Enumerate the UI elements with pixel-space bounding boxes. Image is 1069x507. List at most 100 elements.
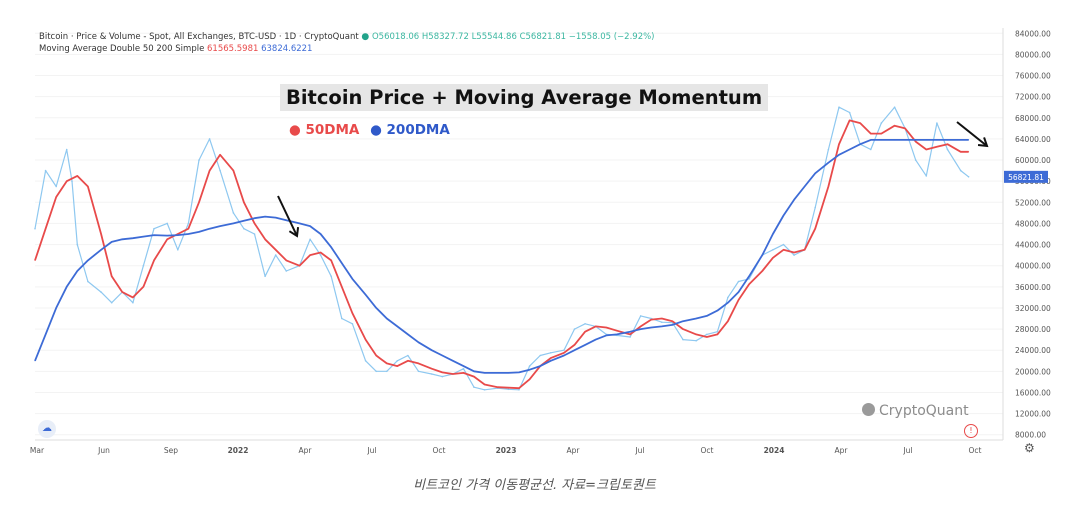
data-point-50dma	[142, 286, 144, 288]
gear-icon[interactable]: ⚙	[1024, 441, 1035, 455]
y-tick-label: 32000.00	[1015, 304, 1051, 313]
current-price-tag	[1004, 170, 1048, 183]
data-point-50dma	[209, 170, 211, 172]
data-point-200dma	[925, 139, 927, 141]
data-point-200dma	[880, 139, 882, 141]
data-point-50dma	[365, 339, 367, 341]
data-point-price	[44, 169, 47, 172]
x-tick-label: Jun	[97, 446, 110, 455]
current-price-label: 56821.81	[1008, 173, 1044, 182]
data-point-200dma	[45, 333, 47, 335]
x-tick-label: Oct	[701, 446, 714, 455]
x-tick-label: Jul	[366, 446, 376, 455]
data-point-50dma	[915, 141, 917, 143]
data-point-price	[309, 238, 311, 241]
data-point-200dma	[738, 291, 739, 293]
data-point-price	[351, 323, 354, 325]
cloud-icon[interactable]: ☁	[38, 420, 56, 438]
data-point-50dma	[925, 149, 927, 150]
data-point-200dma	[111, 241, 113, 243]
data-point-price	[417, 370, 420, 373]
data-point-50dma	[375, 355, 377, 356]
data-point-price	[177, 249, 179, 251]
data-point-50dma	[418, 362, 419, 364]
data-point-200dma	[407, 333, 409, 335]
alert-icon[interactable]: !	[964, 424, 978, 438]
data-point-50dma	[497, 386, 499, 388]
data-point-200dma	[386, 318, 388, 319]
data-point-50dma	[629, 333, 631, 335]
annotation-arrowhead	[288, 226, 300, 238]
data-point-50dma	[695, 333, 697, 335]
data-point-200dma	[264, 216, 266, 218]
data-point-price	[375, 370, 378, 373]
y-tick-label: 48000.00	[1015, 219, 1051, 228]
data-point-200dma	[497, 372, 499, 374]
data-point-50dma	[330, 259, 332, 261]
data-point-200dma	[55, 307, 57, 309]
data-point-price	[110, 301, 113, 304]
caption: 비트코인 가격 이동평균선. 자료=크립토퀀트	[413, 478, 656, 493]
data-point-price	[793, 254, 795, 256]
data-point-price	[563, 349, 565, 352]
data-point-50dma	[574, 344, 575, 346]
data-point-200dma	[761, 254, 763, 256]
data-point-price	[396, 360, 399, 362]
data-point-50dma	[671, 320, 673, 322]
data-point-50dma	[870, 133, 872, 135]
data-point-50dma	[563, 352, 565, 354]
data-point-50dma	[859, 122, 861, 124]
data-point-price	[166, 222, 168, 225]
data-point-200dma	[219, 225, 221, 227]
data-point-200dma	[936, 139, 938, 141]
data-point-price	[76, 243, 79, 246]
x-tick-label: 2022	[228, 446, 249, 455]
x-tick-label: 2023	[496, 446, 517, 455]
data-point-50dma	[473, 376, 475, 378]
symbol-label[interactable]: Bitcoin · Price & Volume - Spot, All Exc…	[39, 32, 359, 42]
y-tick-label: 8000.00	[1015, 431, 1046, 440]
data-point-50dma	[904, 127, 906, 129]
data-point-200dma	[947, 139, 948, 141]
data-point-50dma	[87, 186, 89, 187]
data-point-50dma	[661, 318, 663, 319]
data-point-price	[925, 175, 928, 177]
data-point-price	[880, 122, 883, 124]
data-point-200dma	[960, 139, 962, 141]
data-point-200dma	[838, 154, 840, 156]
data-point-50dma	[309, 254, 311, 256]
data-point-price	[838, 106, 840, 108]
data-point-200dma	[827, 162, 829, 164]
data-point-200dma	[396, 325, 398, 327]
y-tick-label: 84000.00	[1015, 29, 1051, 38]
data-point-200dma	[330, 246, 332, 248]
data-point-50dma	[960, 151, 962, 153]
data-point-50dma	[45, 228, 47, 230]
data-point-price	[629, 336, 631, 338]
data-point-50dma	[166, 238, 168, 240]
data-point-price	[695, 339, 697, 342]
data-point-200dma	[849, 149, 851, 150]
data-point-200dma	[968, 139, 970, 141]
indicator-label[interactable]: Moving Average Double 50 200 Simple	[39, 44, 205, 54]
data-point-50dma	[716, 333, 718, 335]
data-point-200dma	[66, 286, 68, 288]
x-tick-label: Oct	[969, 446, 982, 455]
data-point-price	[518, 389, 520, 391]
y-tick-label: 16000.00	[1015, 388, 1051, 397]
data-point-50dma	[351, 312, 353, 314]
data-point-50dma	[285, 259, 287, 261]
data-point-50dma	[55, 196, 57, 198]
y-tick-label: 44000.00	[1015, 241, 1051, 250]
data-point-price	[706, 333, 708, 336]
data-point-200dma	[539, 365, 541, 367]
data-point-50dma	[76, 175, 78, 177]
data-point-200dma	[484, 372, 486, 374]
data-point-200dma	[441, 355, 443, 356]
data-point-price	[814, 206, 816, 209]
data-point-200dma	[341, 262, 343, 264]
data-point-200dma	[671, 324, 673, 326]
data-point-price	[364, 360, 367, 362]
y-tick-label: 68000.00	[1015, 114, 1051, 123]
data-point-price	[441, 375, 444, 378]
